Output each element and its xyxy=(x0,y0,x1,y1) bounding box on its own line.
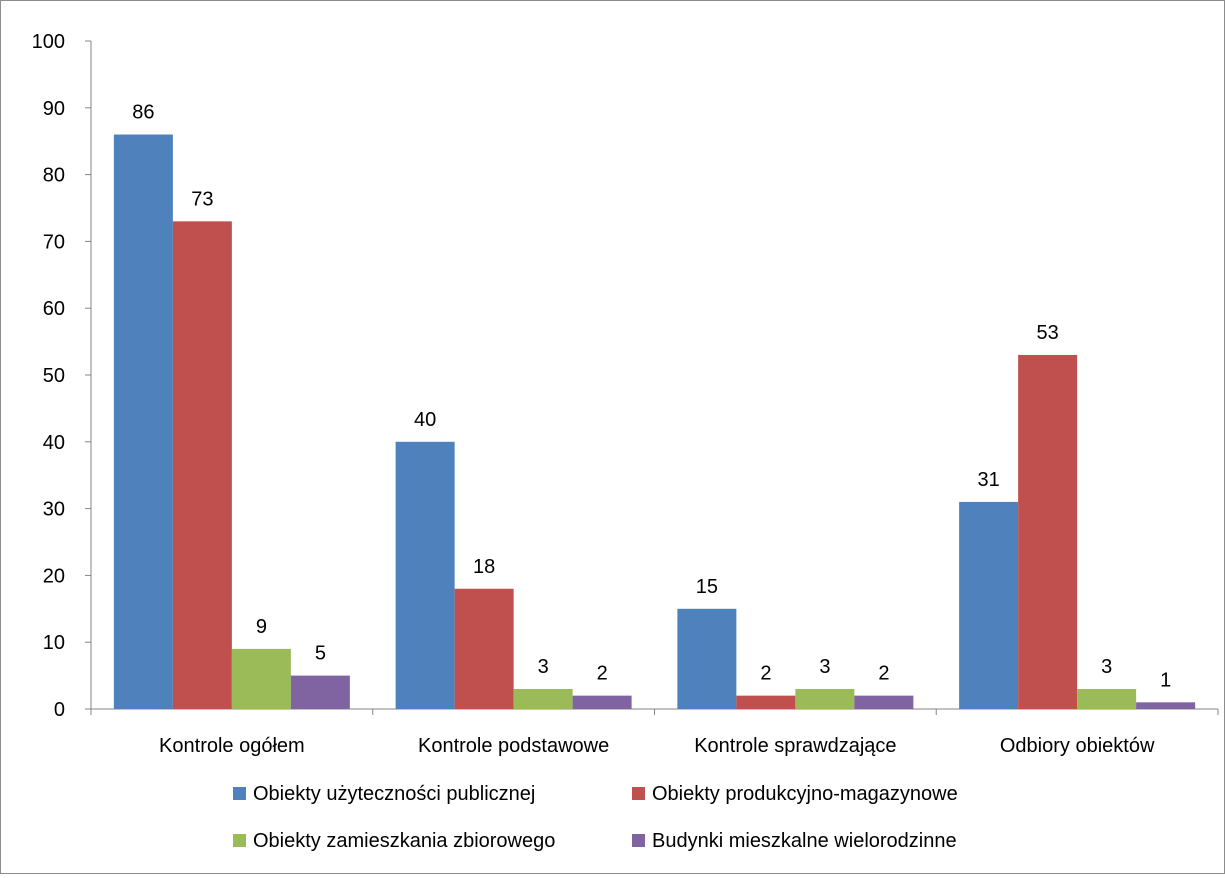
bar xyxy=(795,688,855,709)
bar xyxy=(231,648,291,709)
data-label: 3 xyxy=(1101,656,1112,678)
legend: Obiekty użyteczności publicznej Obiekty p… xyxy=(233,783,958,852)
x-tick-label: Kontrole sprawdzające xyxy=(694,735,896,757)
legend-label: Obiekty produkcyjno-magazynowe xyxy=(652,783,958,805)
bar xyxy=(454,588,514,709)
y-tick-label: 70 xyxy=(43,231,65,253)
legend-swatch xyxy=(233,787,246,800)
y-tick-label: 100 xyxy=(32,31,65,53)
legend-swatch xyxy=(632,834,645,847)
data-labels: 86 40 15 31 73 18 2 53 9 3 3 3 5 2 2 1 xyxy=(132,102,1171,692)
bar xyxy=(290,675,350,709)
data-label: 2 xyxy=(760,663,771,685)
bar xyxy=(572,695,632,709)
data-label: 3 xyxy=(538,656,549,678)
legend-label: Obiekty zamieszkania zbiorowego xyxy=(253,830,555,852)
bar xyxy=(1136,702,1196,709)
data-label: 18 xyxy=(473,556,495,578)
bar xyxy=(677,608,737,709)
data-label: 86 xyxy=(132,102,154,124)
legend-label: Obiekty użyteczności publicznej xyxy=(253,783,535,805)
y-tick-label: 50 xyxy=(43,365,65,387)
y-tick-label: 80 xyxy=(43,165,65,187)
data-label: 2 xyxy=(878,663,889,685)
bar xyxy=(172,221,232,710)
data-label: 40 xyxy=(414,409,436,431)
bar xyxy=(395,441,455,709)
y-tick-label: 40 xyxy=(43,432,65,454)
y-tick-label: 90 xyxy=(43,98,65,120)
y-tick-label: 10 xyxy=(43,632,65,654)
legend-swatch xyxy=(233,834,246,847)
data-label: 2 xyxy=(597,663,608,685)
bar xyxy=(736,695,796,709)
x-tick-label: Odbiory obiektów xyxy=(1000,735,1155,757)
bar xyxy=(113,134,173,709)
y-axis: 0 10 20 30 40 50 60 70 80 90 100 xyxy=(32,31,92,721)
data-label: 15 xyxy=(696,576,718,598)
data-label: 9 xyxy=(256,616,267,638)
data-label: 73 xyxy=(191,188,213,210)
bars xyxy=(113,134,1196,710)
data-label: 5 xyxy=(315,643,326,665)
y-tick-label: 30 xyxy=(43,499,65,521)
legend-label: Budynki mieszkalne wielorodzinne xyxy=(652,830,957,852)
bar xyxy=(854,695,914,709)
data-label: 31 xyxy=(978,469,1000,491)
y-tick-label: 0 xyxy=(54,699,65,721)
x-axis: Kontrole ogółem Kontrole podstawowe Kontro… xyxy=(90,708,1219,757)
data-label: 53 xyxy=(1037,322,1059,344)
y-tick-label: 20 xyxy=(43,565,65,587)
bar xyxy=(513,688,573,709)
x-tick-label: Kontrole ogółem xyxy=(159,735,305,757)
bar xyxy=(1077,688,1137,709)
bar xyxy=(1018,354,1078,709)
data-label: 3 xyxy=(819,656,830,678)
data-label: 1 xyxy=(1160,669,1171,691)
x-tick-label: Kontrole podstawowe xyxy=(418,735,609,757)
bar xyxy=(959,501,1019,709)
legend-swatch xyxy=(632,787,645,800)
y-tick-label: 60 xyxy=(43,298,65,320)
